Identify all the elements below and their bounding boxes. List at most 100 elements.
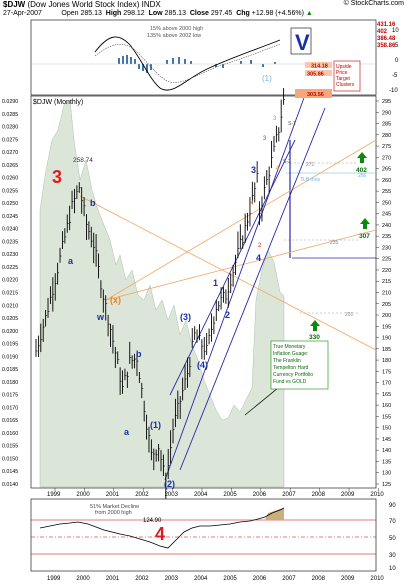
close-label: Close: [189, 10, 209, 17]
chart-title: $DJW (Dow Jones World Stock Index) INDX: [3, 0, 161, 9]
target-305: 305.86: [307, 72, 324, 78]
wave-b-2: b: [136, 349, 142, 359]
x-tick-label-bottom: 2003: [165, 576, 179, 582]
wave-3: 3: [251, 165, 256, 175]
left-tick-label: 0.0220: [2, 278, 18, 284]
right-tick-label: 220: [382, 268, 391, 274]
right-tick-label: 195: [382, 324, 391, 330]
bottom-low-value: 124.90: [143, 518, 162, 524]
x-tick-label-bottom: 2000: [76, 576, 90, 582]
level-201-label: 201: [345, 312, 354, 318]
upside-line: Clusters: [336, 82, 355, 88]
left-tick-label: 0.0270: [2, 150, 18, 156]
left-tick-label: 0.0280: [2, 125, 18, 131]
top-value: 431.16: [377, 22, 396, 28]
bottom-tick: 10: [389, 566, 396, 572]
right-tick-label: 230: [382, 245, 391, 251]
right-tick-label: 175: [382, 369, 391, 375]
wave-a-2: a: [124, 427, 130, 437]
left-tick-label: 0.0160: [2, 431, 18, 437]
right-tick-label: 185: [382, 347, 391, 353]
right-tick-label: 165: [382, 392, 391, 398]
wave-v-label: V: [295, 30, 310, 55]
channel-line-1: [164, 94, 306, 481]
right-tick-label: 260: [382, 178, 391, 184]
callout-line: The Franklin: [273, 358, 301, 364]
close-value: 297.45: [210, 10, 233, 17]
level-271-label: 271: [306, 162, 315, 168]
upside-line: Target: [336, 76, 351, 82]
ratio-area: [39, 99, 285, 488]
right-axis: 295 290 285 280 275 270 265 260 255 250 245 240 235 2…: [376, 99, 391, 488]
upside-line: Upside: [336, 64, 352, 70]
right-tick-label: 205: [382, 302, 391, 308]
wave-4: 4: [256, 253, 261, 263]
left-axis: 0.0290 0.0285 0.0280 0.0275 0.0270 0.0265 0.02…: [2, 99, 18, 488]
bottom-note-1: 51% Market Decline: [90, 504, 139, 510]
right-tick-label: 225: [382, 257, 391, 263]
left-tick-label: 0.0175: [2, 393, 18, 399]
right-tick-label: 160: [382, 403, 391, 409]
left-tick-label: 0.0180: [2, 380, 18, 386]
left-tick-label: 0.0155: [2, 444, 18, 450]
low-label: Low: [148, 10, 163, 17]
top-note-1: 15% above 2000 high: [150, 26, 203, 32]
left-tick-label: 0.0290: [2, 99, 18, 105]
channel-label-3: TLB mos: [300, 177, 321, 183]
green-arrow-307: 307: [359, 218, 370, 240]
level-266-label: 266: [358, 173, 367, 179]
left-tick-label: 0.0145: [2, 469, 18, 475]
x-tick-label-bottom: 2007: [282, 576, 296, 582]
x-tick-label: 2000: [76, 492, 90, 498]
x-tick-label: 2007: [282, 492, 296, 498]
right-tick-label: 200: [382, 313, 391, 319]
left-tick-label: 0.0170: [2, 405, 18, 411]
right-tick-label: 130: [382, 471, 391, 477]
callout-line: Tempelton Hard: [273, 365, 309, 371]
right-tick-label: 235: [382, 234, 391, 240]
callout-line: Currency Portfolio: [273, 372, 313, 378]
green-arrow-330: 330: [309, 320, 320, 341]
wave-3-paren: (3): [180, 312, 191, 322]
green-target-402: 402: [356, 167, 367, 174]
top-value: 386.48: [377, 36, 396, 42]
right-tick-label: 285: [382, 122, 391, 128]
x-tick-label-bottom: 2004: [194, 576, 208, 582]
right-tick-label: 255: [382, 189, 391, 195]
left-tick-label: 0.0140: [2, 482, 18, 488]
orange-fan-line-3: [105, 229, 377, 301]
bottom-ticks: 90 70 50 30 10: [389, 503, 396, 572]
target-box-2: [305, 70, 332, 76]
bottom-tick: 70: [389, 519, 396, 525]
left-tick-label: 0.0285: [2, 112, 18, 118]
green-arrow-402: 402: [356, 152, 367, 174]
right-tick-label: 215: [382, 279, 391, 285]
low-value: 285.13: [164, 10, 186, 17]
right-tick-label: 295: [382, 99, 391, 105]
x-tick-label: 2004: [194, 492, 208, 498]
right-tick-label: 170: [382, 381, 391, 387]
wave-4-big: 4: [155, 524, 165, 544]
high-label: High: [105, 10, 122, 17]
left-tick-label: 0.0195: [2, 342, 18, 348]
right-tick-label: 280: [382, 133, 391, 139]
right-tick-label: 180: [382, 358, 391, 364]
right-tick-label: 275: [382, 144, 391, 150]
left-tick-label: 0.0215: [2, 291, 18, 297]
left-tick-label: 0.0230: [2, 252, 18, 258]
x-tick-label: 2010: [370, 492, 384, 498]
left-tick-label: 0.0260: [2, 176, 18, 182]
price-bars: [35, 88, 286, 503]
x-tick-label: 2008: [312, 492, 326, 498]
x-axis: 1999 2000 2001 2002 2003 2004 2005 2006 2007 2008…: [47, 488, 384, 498]
orange-fan-line-1: [79, 195, 377, 351]
high-value: 298.12: [123, 10, 145, 17]
x-tick-label-bottom: 2005: [223, 576, 237, 582]
subwave-4-orange: 4: [250, 201, 254, 207]
callout-line: True Monetary: [273, 344, 306, 350]
orange-fan-line-2: [105, 139, 377, 301]
main-panel-label: $DJW (Monthly): [33, 99, 83, 106]
target-box-1: [305, 62, 332, 68]
